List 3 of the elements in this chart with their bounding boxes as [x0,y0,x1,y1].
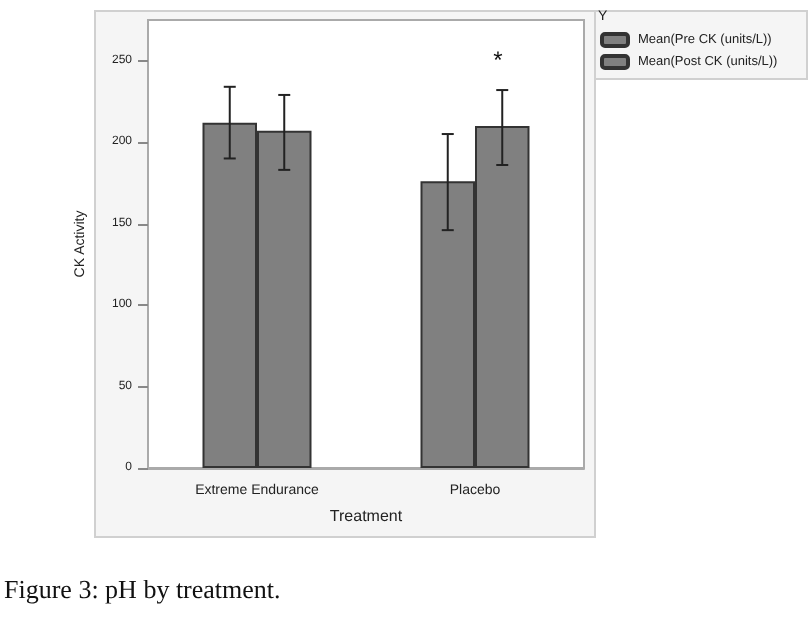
annotation: * [493,46,504,74]
caption: Figure 3: pH by treatment. [4,574,281,606]
x-axis-title: Treatment [329,507,404,525]
